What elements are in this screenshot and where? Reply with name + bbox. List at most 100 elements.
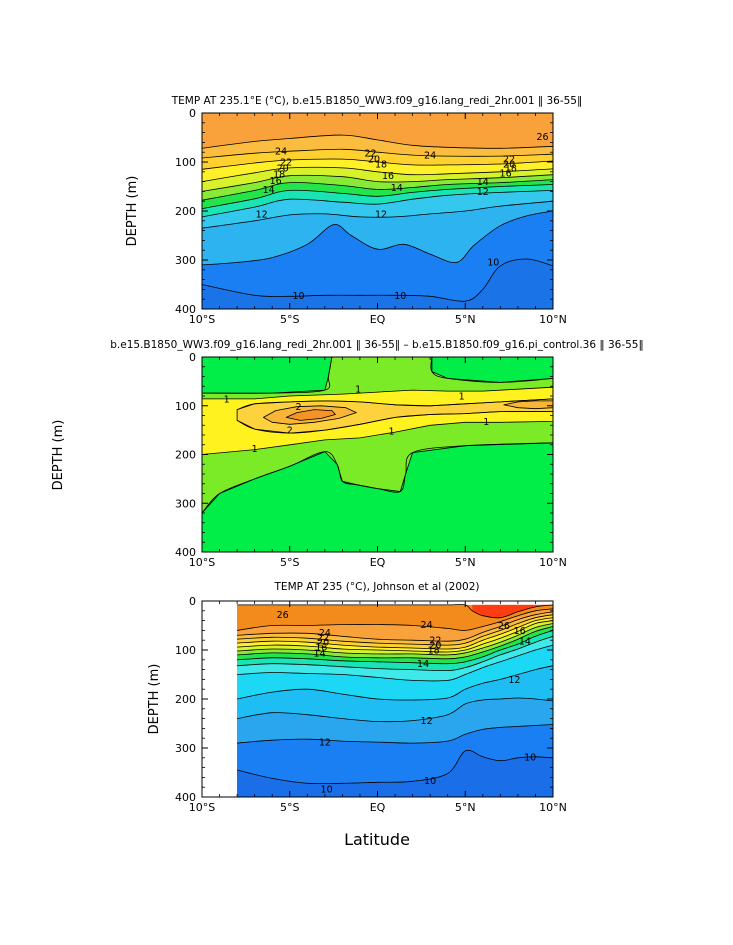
contour-label: 20 (277, 163, 289, 174)
contour-line (202, 166, 553, 182)
x-tick-label: EQ (370, 313, 386, 326)
contour-label: 2 (287, 426, 293, 437)
contour-label: 22 (317, 633, 329, 644)
contour-region (285, 409, 336, 421)
panel-middle-labels: 1 1 1 1 1 1 2 2 (224, 385, 490, 455)
contour-label: 1 (388, 427, 394, 438)
contour-label: 20 (368, 155, 380, 166)
panel-bottom-ticks: 10°S 5°S EQ 5°N 10°N 0 100 200 300 400 (175, 595, 567, 814)
contour-label: 14 (519, 637, 531, 648)
contour-line (237, 623, 553, 656)
contour-line (202, 174, 553, 192)
contour-region (503, 400, 553, 410)
contour-label: 10 (321, 785, 333, 796)
contour-label: 14 (477, 177, 489, 188)
panel-top-lines (202, 134, 553, 302)
contour-label: 22 (429, 636, 441, 647)
contour-label: 16 (514, 626, 526, 637)
contour-label: 24 (275, 147, 287, 158)
contour-line (237, 749, 553, 785)
panel-middle: b.e15.B1850_WW3.f09_g16.lang_redi_2hr.00… (51, 339, 644, 569)
contour-label: 18 (375, 160, 387, 171)
contour-label: 10 (487, 258, 499, 269)
y-tick-label: 300 (175, 742, 196, 755)
x-tick-label: EQ (370, 556, 386, 569)
panel-bottom-ylabel: DEPTH (m) (147, 664, 162, 735)
contour-line (237, 614, 553, 646)
contour-line (202, 184, 553, 209)
x-tick-label: 10°N (539, 313, 567, 326)
panel-middle-plot (202, 357, 553, 552)
y-tick-label: 300 (175, 497, 196, 510)
panel-top-bands (202, 113, 553, 309)
y-tick-label: 400 (175, 791, 196, 804)
x-tick-label: 5°N (455, 313, 476, 326)
y-tick-label: 200 (175, 449, 196, 462)
contour-line (202, 148, 553, 159)
y-tick-label: 400 (175, 546, 196, 559)
x-tick-label: EQ (370, 801, 386, 814)
contour-label: 20 (429, 641, 441, 652)
contour-label: 1 (459, 392, 465, 403)
contour-label: 14 (417, 659, 429, 670)
contour-line (236, 398, 553, 410)
x-tick-label: 5°S (280, 556, 299, 569)
contour-line (237, 604, 553, 619)
contour-line (202, 210, 553, 266)
x-tick-label: 10°S (189, 801, 215, 814)
contour-label: 12 (256, 209, 268, 220)
contour-label: 16 (315, 643, 327, 654)
contour-label: 26 (536, 132, 548, 143)
contour-line (237, 611, 553, 642)
contour-label: 26 (498, 621, 510, 632)
contour-label: 10 (394, 291, 406, 302)
contour-line (237, 665, 553, 701)
contour-line (237, 644, 553, 682)
contour-line (202, 190, 553, 218)
contour-line (236, 411, 553, 434)
x-tick-label: 5°N (455, 801, 476, 814)
contour-label: 18 (428, 646, 440, 657)
y-tick-label: 200 (175, 693, 196, 706)
contour-line (202, 179, 553, 201)
contour-label: 22 (364, 149, 376, 160)
panel-bottom-xlabel: Latitude (344, 830, 410, 849)
contour-label: 14 (314, 648, 326, 659)
contour-label: 12 (375, 209, 387, 220)
contour-label: 22 (503, 155, 515, 166)
contour-label: 16 (270, 176, 282, 187)
contour-label: 2 (295, 402, 301, 413)
y-tick-label: 0 (189, 351, 196, 364)
panel-middle-title: b.e15.B1850_WW3.f09_g16.lang_redi_2hr.00… (110, 339, 643, 351)
contour-line (237, 620, 553, 653)
contour-label: 18 (273, 169, 285, 180)
contour-label: 1 (483, 417, 489, 428)
panel-bottom-title: TEMP AT 235 (°C), Johnson et al (2002) (274, 581, 480, 593)
contour-line (237, 697, 553, 723)
x-tick-label: 10°N (539, 556, 567, 569)
panel-middle-ticks: 10°S 5°S EQ 5°N 10°N 0 100 200 300 400 (175, 351, 567, 569)
x-tick-label: 5°S (280, 801, 299, 814)
panel-bottom: TEMP AT 235 (°C), Johnson et al (2002) 2… (147, 581, 567, 849)
x-tick-label: 10°N (539, 801, 567, 814)
x-tick-label: 10°S (189, 556, 215, 569)
contour-line (237, 608, 553, 631)
y-tick-label: 0 (189, 595, 196, 608)
y-tick-label: 0 (189, 107, 196, 120)
y-tick-label: 300 (175, 254, 196, 267)
contour-label: 22 (280, 158, 292, 169)
contour-line (202, 442, 553, 514)
panel-middle-ylabel: DEPTH (m) (51, 420, 66, 491)
x-tick-label: 5°N (455, 556, 476, 569)
contour-label: 1 (252, 444, 258, 455)
contour-band (202, 211, 553, 309)
contour-label: 20 (317, 638, 329, 649)
contour-label: 16 (500, 168, 512, 179)
contour-label: 1 (224, 394, 230, 405)
contour-line (237, 635, 553, 672)
contour-line (237, 617, 553, 650)
contour-label: 12 (477, 187, 489, 198)
